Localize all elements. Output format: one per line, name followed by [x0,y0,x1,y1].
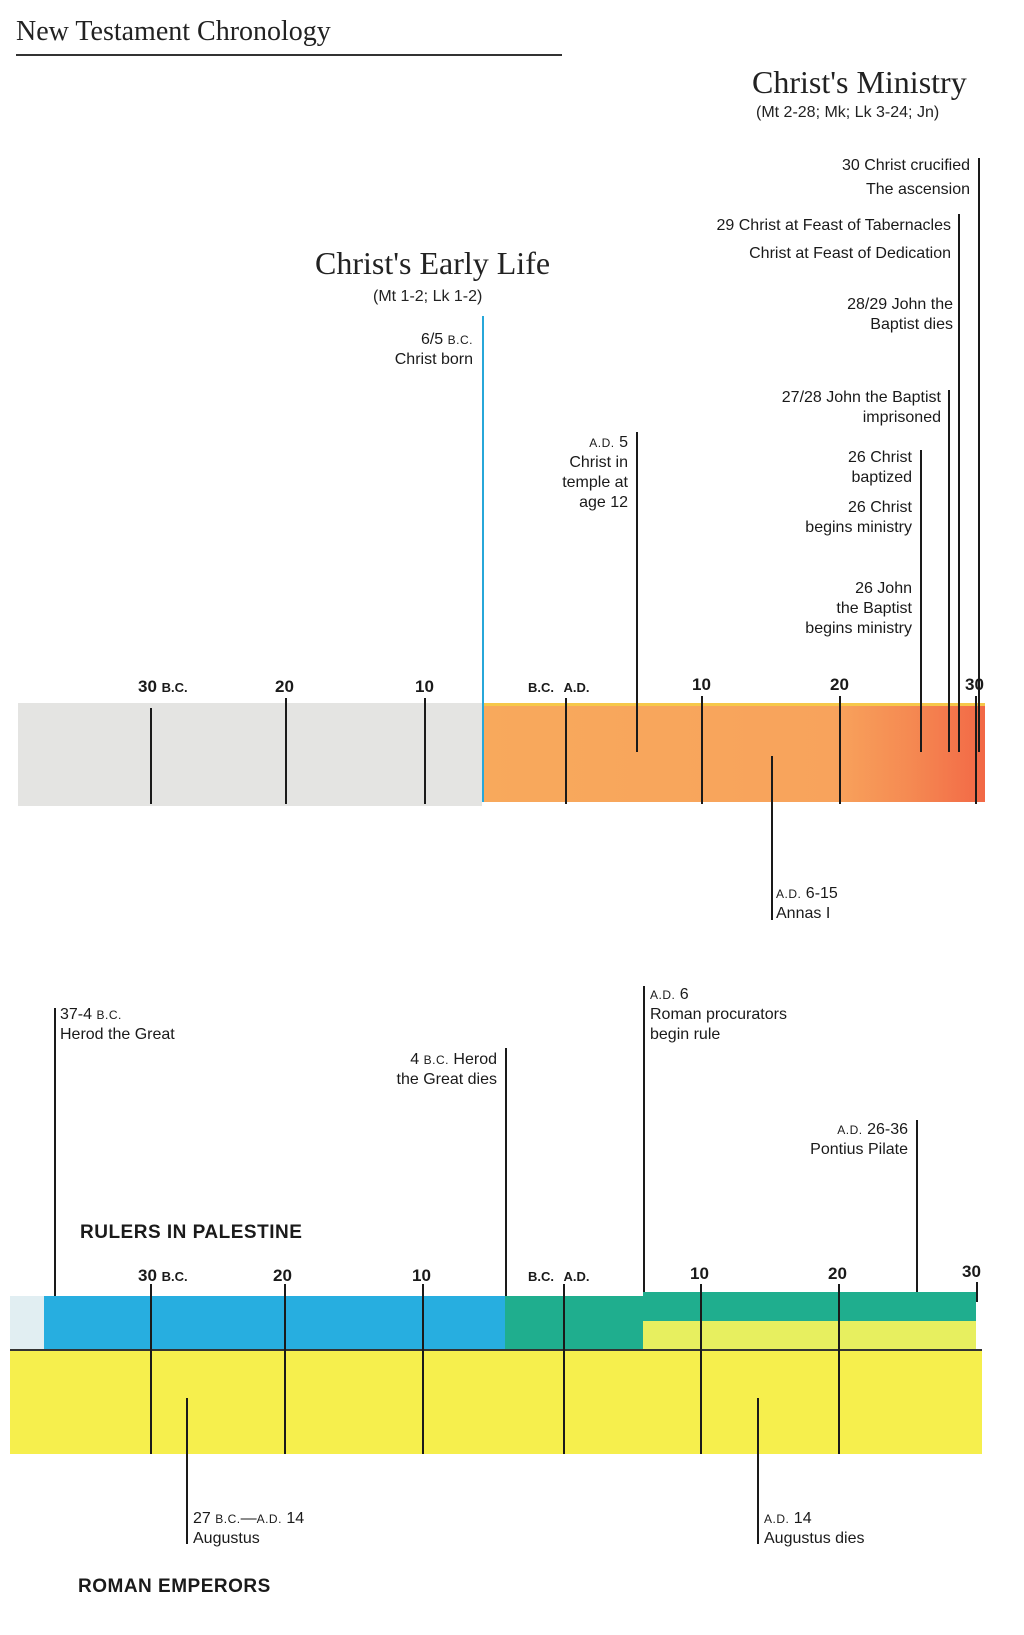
bottom-tick-30-bc: 30 B.C. [138,1266,188,1285]
procurators-lower-band [643,1321,976,1350]
archelaus-band [505,1296,643,1350]
ad-band-top-edge [482,703,985,706]
ad-timeline-band [482,703,985,802]
bc-timeline-band [18,703,482,806]
label-crucified: 30 Christ crucified The ascension [841,157,970,198]
ministry-refs: (Mt 2-28; Mk; Lk 3-24; Jn) [756,104,940,121]
label-augustus: 27 B.C.—A.D. 14 Augustus [193,1510,305,1547]
label-annas: A.D. 6-15 Annas I [776,885,838,922]
augustus-line [186,1398,188,1544]
bottom-tickline-10-bc [422,1284,424,1454]
emperors-heading: ROMAN EMPERORS [78,1576,271,1597]
herod-band [44,1296,505,1350]
label-tabernacles: 29 Christ at Feast of Tabernacles Christ… [716,217,952,262]
pre-herod-band [10,1296,44,1350]
label-herod: 37-4 B.C. Herod the Great [60,1006,175,1043]
label-john-imprisoned: 27/28 John the Baptist imprisoned [781,389,941,426]
label-john-ministry: 26 John the Baptist begins ministry [805,580,912,637]
tick-30-bc: 30 B.C. [138,677,188,696]
tickline-10-bc [424,698,426,804]
label-christ-born: 6/5 B.C. Christ born [394,331,473,368]
page-title: New Testament Chronology [16,16,331,47]
tick-10-bc: 10 [415,677,434,696]
early-life-refs: (Mt 1-2; Lk 1-2) [373,288,483,305]
procurators-line [643,986,645,1306]
procurators-upper-band [643,1292,976,1321]
bottom-tick-10-bc: 10 [412,1266,431,1285]
bands-divider [10,1349,982,1351]
tickline-20-bc [285,698,287,804]
early-life-title: Christ's Early Life [315,245,551,281]
crucified-line [978,158,980,752]
tickline-30-ad [975,696,977,804]
bottom-tick-10-ad: 10 [690,1264,709,1283]
bottom-tickline-bc-ad [563,1284,565,1454]
tickline-30-bc [150,708,152,804]
label-herod-dies: 4 B.C. Herod the Great dies [396,1051,498,1088]
augustus-dies-line [757,1398,759,1544]
christ-born-line [482,316,484,802]
bottom-tick-bc-ad: B.C. A.D. [528,1269,590,1284]
herod-dies-line [505,1048,507,1314]
annas-line [771,756,773,920]
label-begins-ministry: 26 Christ begins ministry [805,499,912,536]
bottom-tickline-10-ad [700,1284,702,1454]
bottom-tick-20-bc: 20 [273,1266,292,1285]
john-imprisoned-line [948,390,950,752]
tick-20-bc: 20 [275,677,294,696]
tick-20-ad: 20 [830,675,849,694]
baptized-line [920,450,922,752]
label-baptized: 26 Christ baptized [847,449,912,486]
tick-10-ad: 10 [692,675,711,694]
label-procurators: A.D. 6 Roman procurators begin rule [650,986,787,1043]
ministry-title: Christ's Ministry [752,64,967,100]
label-temple: A.D. 5 Christ in temple at age 12 [562,434,628,511]
bottom-tickline-20-bc [284,1284,286,1454]
tabernacles-line [958,214,960,752]
title-rule [16,54,562,56]
tickline-10-ad [701,696,703,804]
tickline-bc-ad [565,698,567,804]
bottom-tickline-20-ad [838,1284,840,1454]
tick-bc-ad: B.C. A.D. [528,680,590,695]
label-john-dies: 28/29 John the Baptist dies [847,296,953,333]
bottom-tickline-30-ad [976,1282,978,1302]
bottom-tick-30-ad: 30 [962,1262,981,1281]
augustus-band [10,1350,982,1454]
rulers-heading: RULERS IN PALESTINE [80,1222,303,1243]
bottom-tick-20-ad: 20 [828,1264,847,1283]
herod-line [54,1008,56,1334]
tickline-20-ad [839,696,841,804]
label-pilate: A.D. 26-36 Pontius Pilate [810,1121,908,1158]
bottom-tickline-30-bc [150,1284,152,1454]
label-augustus-dies: A.D. 14 Augustus dies [764,1510,865,1547]
temple-line [636,432,638,752]
pilate-line [916,1120,918,1332]
tick-30-ad: 30 [965,675,984,694]
